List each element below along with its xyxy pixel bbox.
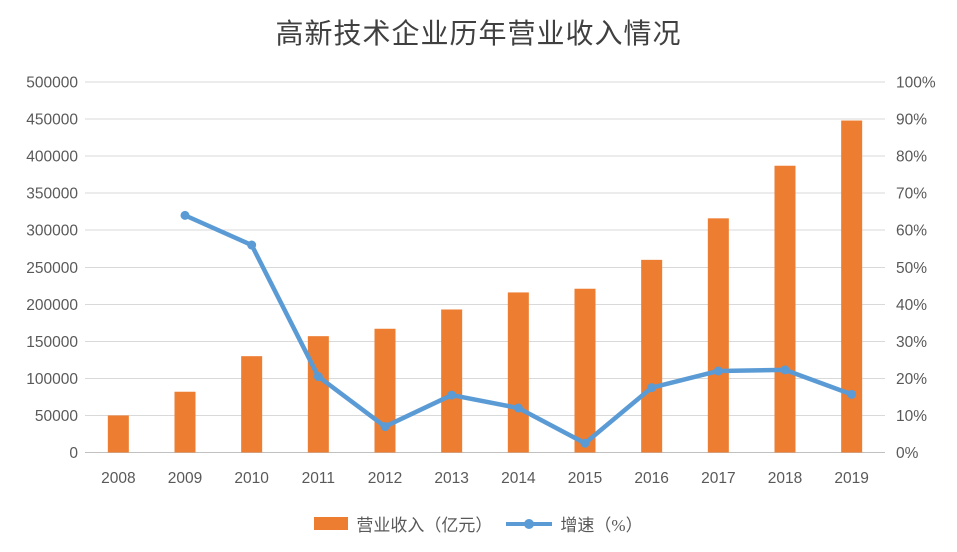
x-axis-tick-label: 2014 — [501, 470, 536, 487]
growth-marker-2009 — [180, 210, 190, 220]
y-axis-right-tick-label: 100% — [896, 75, 936, 92]
legend-item-growth: 增速（%） — [506, 511, 643, 536]
y-axis-right-tick-label: 50% — [896, 260, 927, 277]
x-axis-tick-label: 2018 — [768, 470, 802, 487]
revenue-bar-2015 — [574, 288, 596, 453]
y-axis-left-tick-label: 350000 — [26, 186, 78, 203]
y-axis-right-tick-label: 10% — [896, 408, 927, 425]
y-axis-right-tick-label: 90% — [896, 112, 927, 129]
x-axis-tick-label: 2011 — [302, 470, 335, 487]
y-axis-right-tick-label: 40% — [896, 297, 927, 314]
growth-marker-2017 — [713, 366, 723, 376]
x-axis-tick-label: 2013 — [434, 470, 468, 487]
revenue-bar-2014 — [507, 292, 529, 453]
y-axis-left-tick-label: 400000 — [26, 149, 78, 166]
growth-marker-2018 — [780, 365, 790, 375]
revenue-bar-2012 — [374, 328, 396, 453]
x-axis-tick-label: 2009 — [168, 470, 202, 487]
growth-marker-2014 — [513, 403, 523, 413]
revenue-bar-2011 — [307, 336, 329, 453]
revenue-bar-2009 — [174, 391, 196, 453]
growth-marker-2019 — [847, 389, 857, 399]
y-axis-left-tick-label: 200000 — [26, 297, 78, 314]
revenue-bar-2019 — [841, 120, 863, 453]
y-axis-left-tick-label: 150000 — [26, 334, 78, 351]
line-swatch-dot — [524, 519, 535, 529]
y-axis-right-tick-label: 20% — [896, 371, 927, 388]
chart-title: 高新技术企业历年营业收入情况 — [275, 19, 682, 50]
x-axis-tick-label: 2019 — [834, 470, 868, 487]
x-axis-tick-label: 2016 — [634, 470, 668, 487]
y-axis-left-tick-label: 100000 — [26, 371, 78, 388]
revenue-bar-2018 — [774, 165, 796, 453]
legend-label-growth: 增速（%） — [560, 516, 643, 535]
x-axis-tick-label: 2010 — [234, 470, 269, 487]
legend-label-revenue: 营业收入（亿元） — [356, 516, 493, 535]
growth-marker-2011 — [313, 372, 323, 382]
y-axis-right-tick-label: 0% — [896, 445, 919, 462]
y-axis-left-tick-label: 0 — [69, 445, 78, 462]
chart-legend: 营业收入（亿元） 增速（%） — [0, 511, 957, 536]
x-axis-tick-label: 2008 — [101, 470, 135, 487]
x-axis-tick-label: 2015 — [568, 470, 602, 487]
y-axis-right-tick-label: 70% — [896, 186, 927, 203]
y-axis-right-tick-label: 60% — [896, 223, 927, 240]
y-axis-left-tick-label: 300000 — [26, 223, 78, 240]
x-axis-tick-label: 2017 — [701, 470, 735, 487]
revenue-bar-swatch-icon — [314, 517, 349, 530]
y-axis-left-tick-label: 500000 — [26, 75, 78, 92]
x-axis-tick-label: 2012 — [368, 470, 402, 487]
growth-marker-2012 — [380, 422, 390, 432]
y-axis-right-tick-label: 30% — [896, 334, 927, 351]
growth-marker-2013 — [447, 390, 457, 400]
revenue-bar-2013 — [441, 309, 463, 453]
y-axis-right-tick-label: 80% — [896, 149, 927, 166]
revenue-bar-2017 — [707, 218, 729, 453]
growth-marker-2015 — [580, 438, 590, 448]
revenue-bar-2016 — [641, 259, 663, 453]
y-axis-left-tick-label: 250000 — [26, 260, 78, 277]
revenue-bar-2008 — [107, 415, 129, 453]
growth-marker-2016 — [647, 383, 657, 393]
revenue-bar-2010 — [241, 356, 263, 453]
growth-marker-2010 — [247, 240, 257, 250]
y-axis-left-tick-label: 50000 — [35, 408, 78, 425]
y-axis-left-tick-label: 450000 — [26, 112, 78, 129]
legend-item-revenue: 营业收入（亿元） — [314, 511, 492, 536]
growth-line-swatch-icon — [506, 517, 553, 530]
